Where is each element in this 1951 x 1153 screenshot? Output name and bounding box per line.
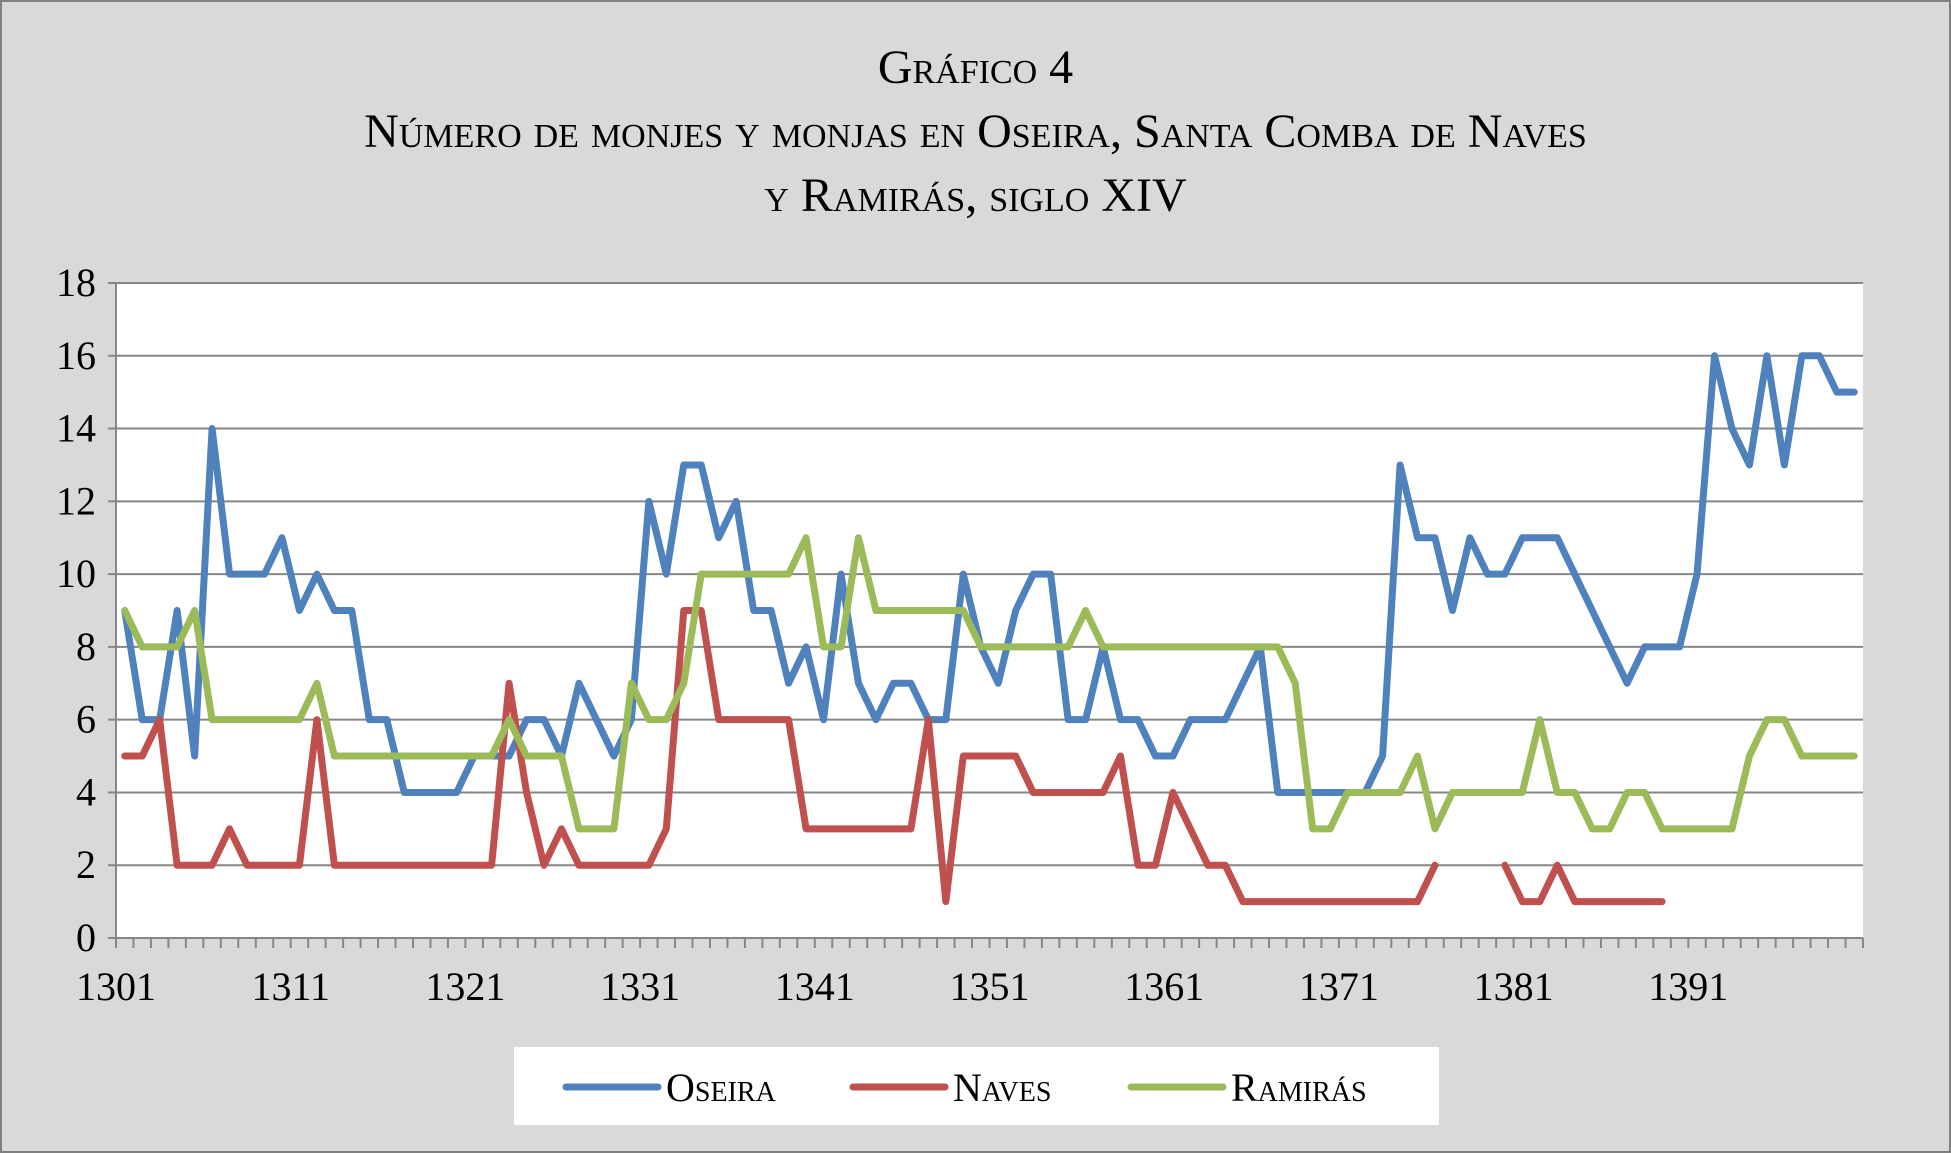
y-tick-label: 8 [76,624,96,669]
y-tick-label: 16 [56,333,96,378]
y-tick-label: 2 [76,842,96,887]
x-tick-label: 1351 [950,964,1030,1009]
series-line-naves [121,607,1666,906]
x-tick-label: 1391 [1648,964,1728,1009]
x-tick-label: 1311 [251,964,330,1009]
y-tick-label: 18 [56,260,96,305]
y-tick-label: 12 [56,478,96,523]
y-tick-label: 14 [56,406,96,451]
legend-label-ramirás: Ramirás [1231,1065,1367,1110]
legend-box [514,1047,1439,1125]
series-line-oseira [121,352,1858,796]
plot-area [116,283,1863,938]
chart-title-line-1: Gráfico 4 [877,41,1074,94]
y-tick-label: 6 [76,697,96,742]
chart-title-line-3: y Ramirás, siglo XIV [764,169,1187,222]
chart-title: Gráfico 4 Número de monjes y monjas en O… [0,36,1951,228]
chart-title-line-2: Número de monjes y monjas en Oseira, San… [364,105,1587,158]
x-tick-label: 1321 [425,964,505,1009]
x-tick-label: 1361 [1124,964,1204,1009]
x-tick-label: 1301 [76,964,156,1009]
x-tick-label: 1371 [1299,964,1379,1009]
y-tick-label: 4 [76,769,96,814]
legend-label-naves: Naves [953,1065,1051,1110]
x-tick-label: 1381 [1474,964,1554,1009]
y-tick-label: 10 [56,551,96,596]
legend-label-oseira: Oseira [666,1065,777,1110]
y-tick-label: 0 [76,915,96,960]
x-tick-label: 1331 [600,964,680,1009]
series-line-ramirás [121,534,1858,833]
x-tick-label: 1341 [775,964,855,1009]
